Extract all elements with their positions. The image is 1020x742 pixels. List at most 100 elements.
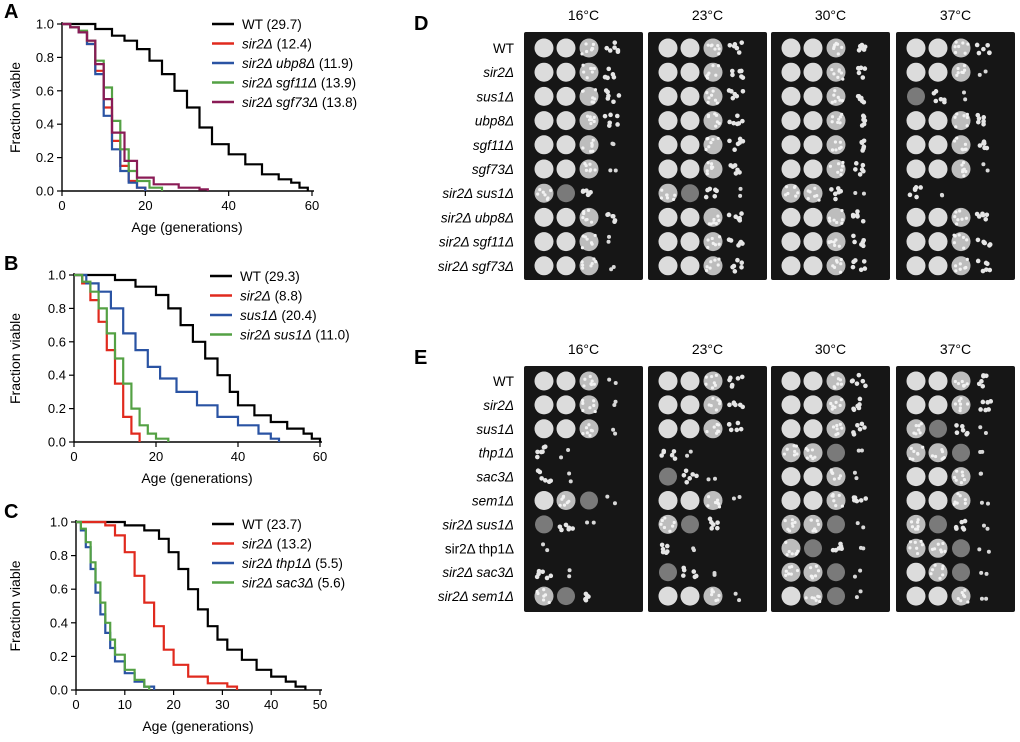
- colony: [795, 568, 800, 573]
- colony: [962, 478, 967, 482]
- colony: [908, 546, 912, 550]
- colony: [839, 172, 843, 177]
- colony: [606, 66, 612, 72]
- legend-genotype: WT: [240, 269, 261, 284]
- colony: [809, 518, 813, 522]
- colony: [586, 594, 591, 599]
- colony: [706, 495, 711, 499]
- colony: [712, 572, 717, 577]
- colony: [938, 96, 944, 102]
- colony: [963, 498, 967, 502]
- colony: [735, 376, 741, 381]
- colony: [830, 100, 834, 104]
- colony: [540, 569, 545, 575]
- colony: [862, 425, 867, 430]
- yeast-spot: [556, 256, 576, 276]
- colony: [960, 427, 966, 433]
- colony: [785, 553, 789, 557]
- colony: [860, 378, 866, 384]
- colony: [835, 427, 839, 431]
- yeast-spot: [781, 538, 801, 558]
- y-tick-label: 0.8: [50, 548, 68, 563]
- colony: [943, 549, 947, 553]
- colony: [711, 396, 715, 401]
- colony: [607, 123, 612, 128]
- yeast-spot: [827, 587, 845, 606]
- colony: [707, 516, 713, 522]
- legend-label: sir2Δ (13.2): [242, 537, 312, 552]
- colony: [591, 520, 596, 525]
- series-line-1: [74, 273, 141, 442]
- yeast-spot: [556, 86, 576, 106]
- colony: [840, 504, 844, 508]
- colony: [853, 190, 858, 195]
- colony: [585, 114, 590, 118]
- colony: [659, 542, 665, 548]
- strain-label: sgf73Δ: [472, 162, 514, 177]
- colony: [726, 212, 732, 218]
- legend-median: (13.8): [318, 95, 357, 110]
- colony: [916, 518, 920, 522]
- yeast-spot: [534, 371, 554, 391]
- colony: [836, 52, 840, 56]
- colony: [958, 402, 963, 406]
- colony: [715, 101, 719, 105]
- colony: [939, 192, 944, 197]
- colony: [913, 540, 917, 544]
- y-tick-label: 0.6: [36, 83, 54, 98]
- colony: [740, 75, 746, 80]
- colony: [854, 498, 860, 504]
- colony: [959, 396, 963, 401]
- colony: [790, 565, 794, 569]
- yeast-spot: [534, 62, 554, 82]
- colony: [717, 218, 721, 222]
- colony: [715, 498, 720, 502]
- colony: [738, 193, 743, 198]
- colony: [953, 50, 958, 55]
- colony: [965, 402, 970, 406]
- legend-label: sir2Δ sac3Δ (5.6): [242, 576, 345, 591]
- yeast-spot: [534, 232, 554, 252]
- colony: [602, 113, 608, 119]
- colony: [611, 99, 616, 105]
- colony: [952, 241, 957, 245]
- strain-label: sus1Δ: [476, 89, 514, 104]
- yeast-spot: [803, 159, 823, 179]
- legend-median: (8.8): [271, 289, 303, 304]
- colony: [716, 598, 720, 602]
- colony: [559, 455, 564, 460]
- colony: [740, 241, 745, 246]
- x-tick-label: 40: [221, 198, 235, 213]
- colony: [740, 404, 745, 410]
- survival-plot-B: B 0.0 0.2 0.4 0.6 0.8 1.0 0 20 40 60 Age (generatio…: [4, 253, 350, 486]
- yeast-spot: [951, 135, 971, 155]
- yeast-spot: [680, 86, 700, 106]
- yeast-spot: [928, 491, 948, 510]
- colony: [812, 596, 816, 600]
- yeast-spot: [803, 256, 823, 276]
- colony: [562, 503, 567, 507]
- colony: [965, 430, 970, 436]
- colony: [613, 168, 618, 173]
- panel-letter: B: [4, 253, 18, 275]
- colony: [958, 494, 962, 498]
- colony: [860, 162, 866, 168]
- colony: [980, 399, 986, 405]
- colony: [605, 89, 610, 95]
- colony: [839, 382, 844, 386]
- colony: [793, 449, 797, 454]
- yeast-spot: [951, 159, 971, 179]
- yeast-spot: [556, 419, 576, 439]
- yeast-spot: [680, 395, 700, 415]
- colony: [716, 423, 721, 427]
- yeast-spot: [680, 419, 700, 439]
- strain-label: sir2Δ ubp8Δ: [441, 210, 514, 225]
- colony: [853, 258, 858, 263]
- colony: [933, 563, 937, 567]
- colony: [832, 93, 836, 97]
- colony: [613, 399, 618, 404]
- colony: [736, 50, 742, 55]
- colony: [835, 42, 840, 46]
- colony: [706, 477, 711, 482]
- colony: [955, 136, 959, 140]
